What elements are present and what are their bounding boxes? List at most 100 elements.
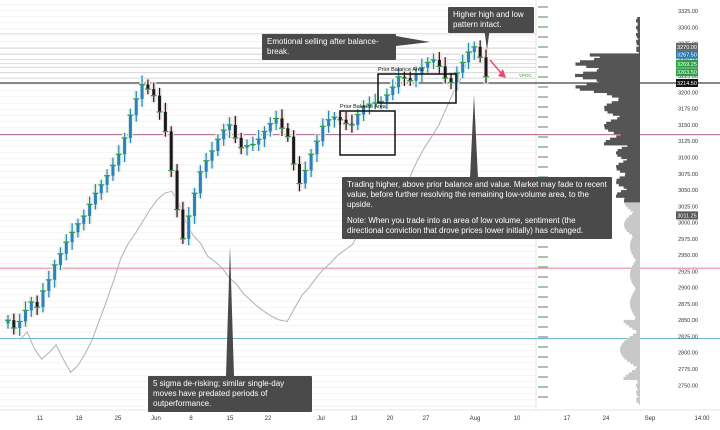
price-tick-label: 3075.00 xyxy=(678,172,698,178)
profile-bar xyxy=(623,185,640,189)
candle-body xyxy=(367,104,371,107)
candle-body xyxy=(187,216,191,239)
candle-body xyxy=(461,62,465,73)
price-tag-box xyxy=(676,50,698,59)
price-tick-label: 3100.00 xyxy=(678,155,698,161)
price-tick-label: 2850.00 xyxy=(678,318,698,324)
time-tick-label: 22 xyxy=(265,416,272,422)
price-tick-label: 2975.00 xyxy=(678,237,698,243)
candle-body xyxy=(437,59,441,67)
profile-bar xyxy=(637,16,640,21)
profile-bar xyxy=(633,262,640,267)
level-marker xyxy=(538,316,548,318)
profile-bar xyxy=(632,310,640,314)
profile-bar xyxy=(621,146,640,150)
price-tick-label: 3175.00 xyxy=(678,107,698,113)
price-tick-label: 3000.00 xyxy=(678,221,698,227)
profile-bar xyxy=(637,385,640,390)
balance-boxes: Prior Balance Area Prior Balance Area VP… xyxy=(339,67,533,156)
price-tag-label: 3263.50 xyxy=(677,70,697,76)
candle-body xyxy=(76,223,80,233)
level-marker xyxy=(538,396,548,398)
profile-bar xyxy=(633,363,640,367)
profile-bar xyxy=(624,196,640,201)
profile-bar xyxy=(624,201,640,205)
candle-body xyxy=(402,76,406,79)
profile-bar xyxy=(593,89,640,94)
price-tag-box xyxy=(676,42,698,51)
profile-bar xyxy=(636,397,640,401)
candle-body xyxy=(344,119,348,124)
time-tick-label: 10 xyxy=(514,416,521,422)
profile-bar xyxy=(586,83,640,87)
profile-bar xyxy=(618,183,640,187)
candle-body xyxy=(105,175,109,185)
level-marker xyxy=(538,56,548,58)
profile-bar xyxy=(616,165,640,169)
prior-balance-box-upper xyxy=(377,73,457,104)
price-tick-label: 3300.00 xyxy=(678,25,698,31)
profile-bar xyxy=(606,92,640,96)
candle-body xyxy=(408,78,412,81)
level-marker xyxy=(538,66,548,68)
candle-body xyxy=(327,119,331,127)
candle-body xyxy=(58,253,62,265)
candles xyxy=(5,40,489,336)
price-tick-label: 2925.00 xyxy=(678,269,698,275)
level-marker xyxy=(538,386,548,388)
candle-body xyxy=(41,290,45,308)
profile-bar xyxy=(627,144,640,148)
level-marker xyxy=(538,266,548,268)
profile-bar xyxy=(589,53,640,57)
profile-bar xyxy=(625,226,640,230)
profile-bar xyxy=(631,370,640,374)
candle-body xyxy=(292,136,296,164)
profile-bar xyxy=(626,187,640,191)
time-tick-label: 20 xyxy=(387,416,394,422)
profile-bar xyxy=(634,290,640,294)
candle-body xyxy=(64,242,68,254)
time-tick-label: 27 xyxy=(423,416,430,422)
candle-body xyxy=(245,145,249,148)
callout-higher-high: Higher high and low pattern intact. xyxy=(448,7,534,33)
callout-five-sigma: 5 sigma de-risking; similar single-day m… xyxy=(148,376,312,412)
trading-higher-pointer xyxy=(470,95,478,178)
profile-bar xyxy=(617,153,640,157)
candle-body xyxy=(140,84,144,99)
level-marker xyxy=(538,136,548,138)
candle-body xyxy=(356,114,360,125)
candle-body xyxy=(35,301,39,308)
profile-bar xyxy=(627,206,640,210)
profile-bar xyxy=(637,21,640,25)
candle-body xyxy=(251,144,255,146)
vpoc-label: VPOC xyxy=(519,73,533,78)
price-tag-box xyxy=(676,59,698,68)
candle-body xyxy=(309,154,313,171)
profile-bar xyxy=(620,349,640,353)
candle-body xyxy=(350,123,354,125)
profile-bar xyxy=(624,340,640,344)
profile-bar xyxy=(630,269,640,273)
candle-body xyxy=(12,320,16,328)
profile-bar xyxy=(579,87,640,91)
profile-bar xyxy=(631,251,640,255)
price-tag-box xyxy=(676,68,698,77)
level-marker xyxy=(538,346,548,348)
level-marker xyxy=(538,306,548,308)
profile-bar xyxy=(630,240,640,244)
level-marker xyxy=(538,106,548,108)
prior-balance-box-lower xyxy=(339,110,396,156)
profile-bar xyxy=(626,158,640,162)
profile-bar xyxy=(631,278,640,283)
level-marker xyxy=(538,86,548,88)
profile-bar xyxy=(632,281,640,285)
profile-bar xyxy=(618,98,640,103)
price-tag-label: 3011.25 xyxy=(677,213,696,219)
candle-body xyxy=(70,232,74,243)
profile-bar xyxy=(616,151,640,155)
prior-balance-label-lower: Prior Balance Area xyxy=(340,104,387,110)
candle-body xyxy=(397,76,401,88)
candle-body xyxy=(23,310,27,322)
profile-bar xyxy=(608,128,640,132)
profile-bar xyxy=(619,114,640,119)
